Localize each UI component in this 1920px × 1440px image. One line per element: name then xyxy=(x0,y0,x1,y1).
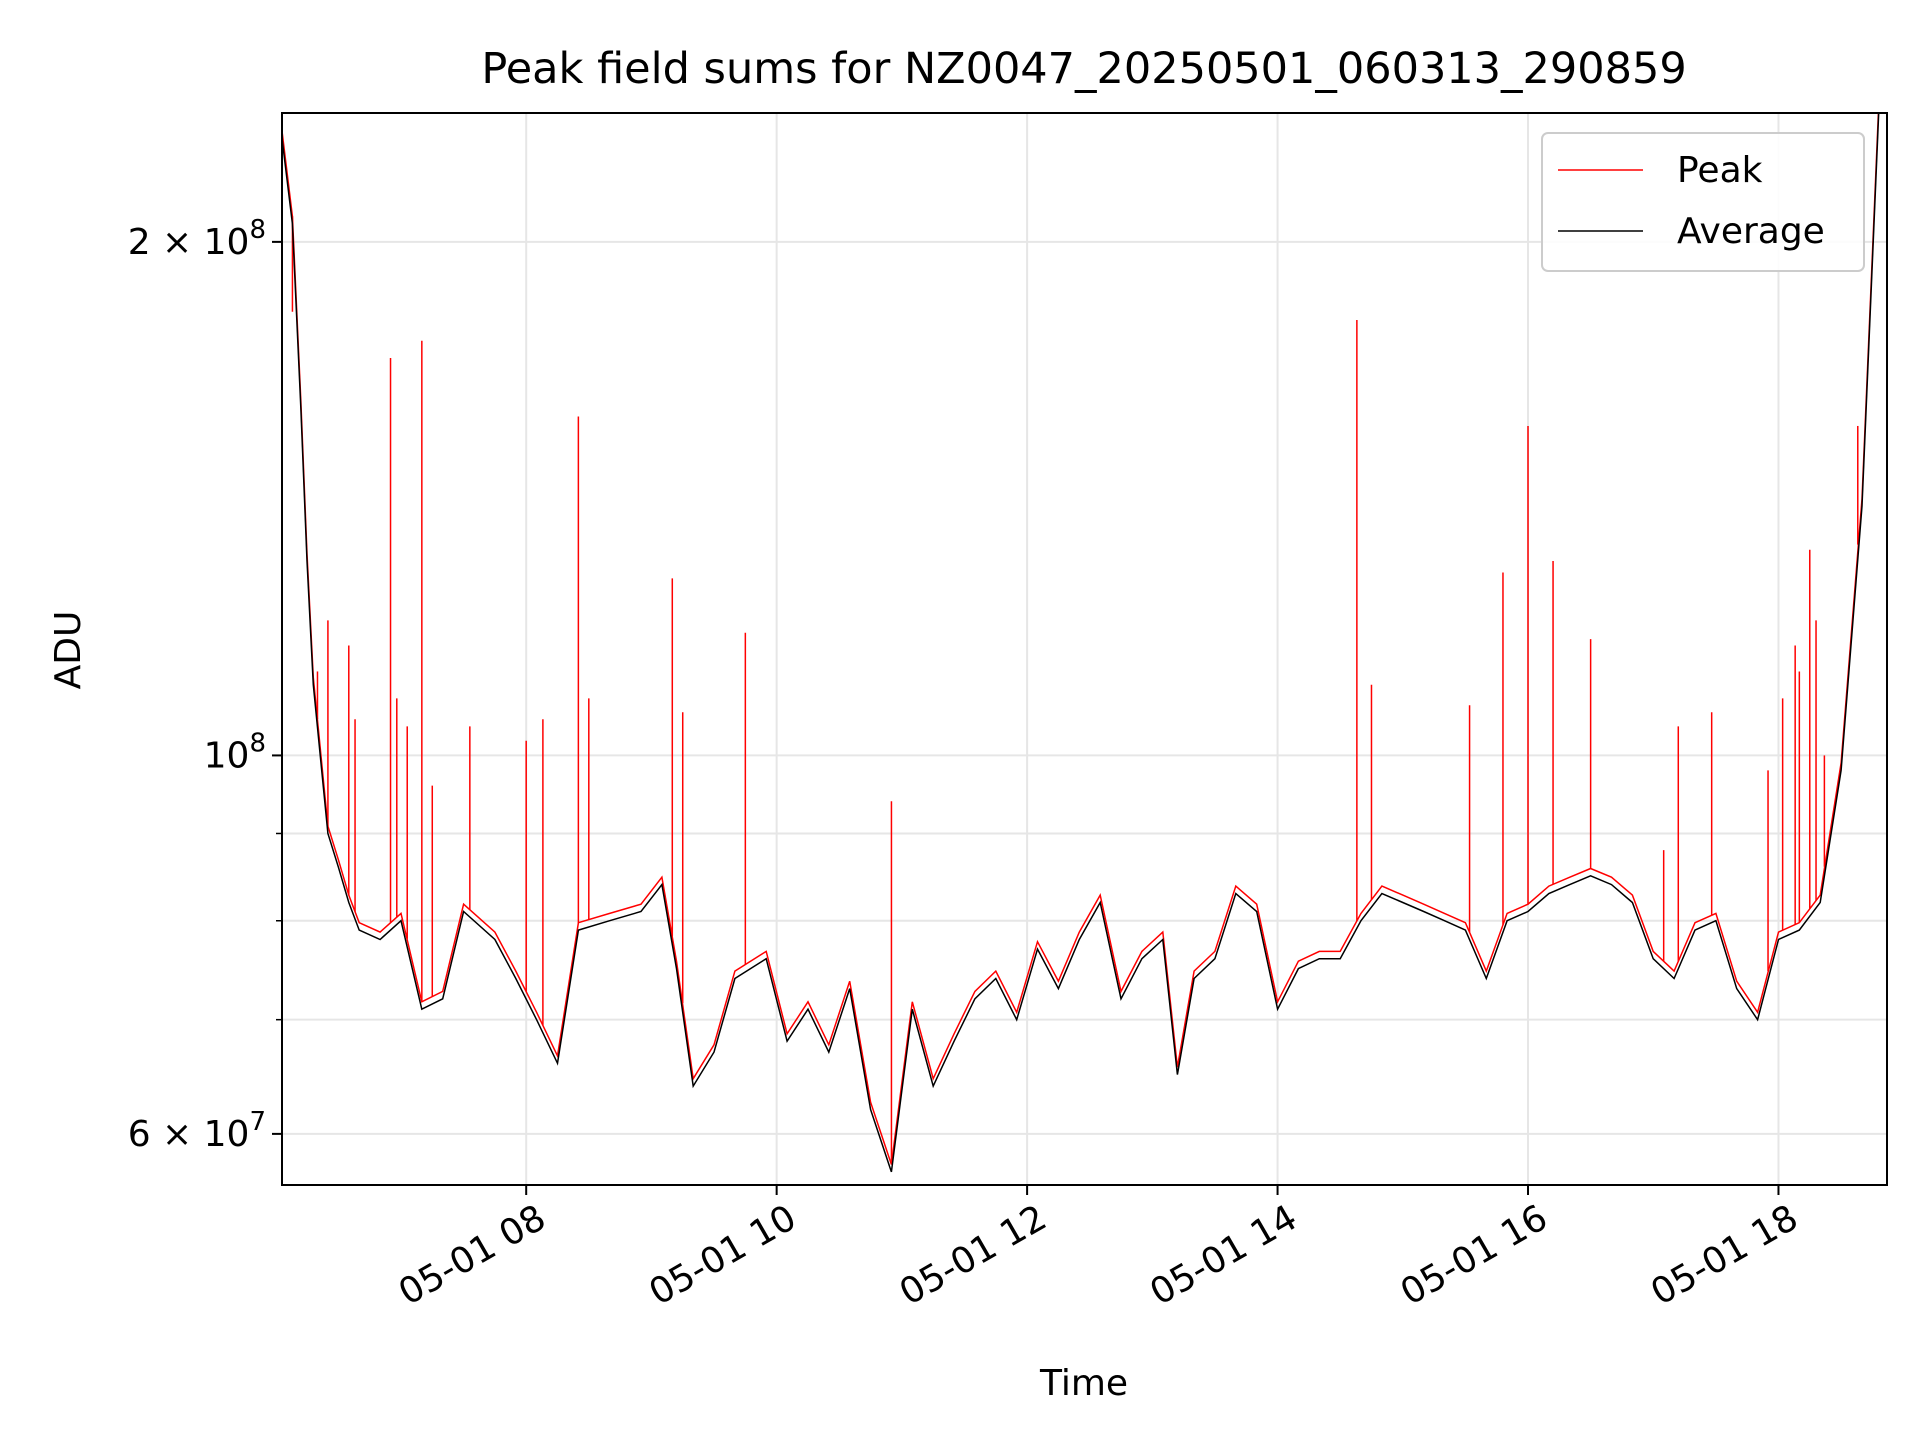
y-axis: 6 × 107 108 2 × 108 xyxy=(128,215,282,1155)
x-axis-label: Time xyxy=(1039,1363,1128,1404)
plot-frame xyxy=(281,112,1888,1186)
legend-peak-label: Peak xyxy=(1677,150,1763,191)
legend-box xyxy=(1541,132,1865,272)
legend-average-label: Average xyxy=(1677,211,1825,252)
legend: Peak Average xyxy=(1541,132,1865,272)
series-line-average xyxy=(282,113,1880,1173)
series-layer xyxy=(282,113,1880,1173)
y-axis-label: ADU xyxy=(48,611,89,690)
chart-title: Peak field sums for NZ0047_20250501_0603… xyxy=(481,44,1686,94)
y-tick-label: 108 xyxy=(204,728,266,776)
y-tick-label: 6 × 107 xyxy=(128,1107,266,1155)
y-tick-label: 2 × 108 xyxy=(128,215,266,263)
series-line-peak xyxy=(282,113,1880,1165)
grid-layer xyxy=(282,113,1887,1185)
